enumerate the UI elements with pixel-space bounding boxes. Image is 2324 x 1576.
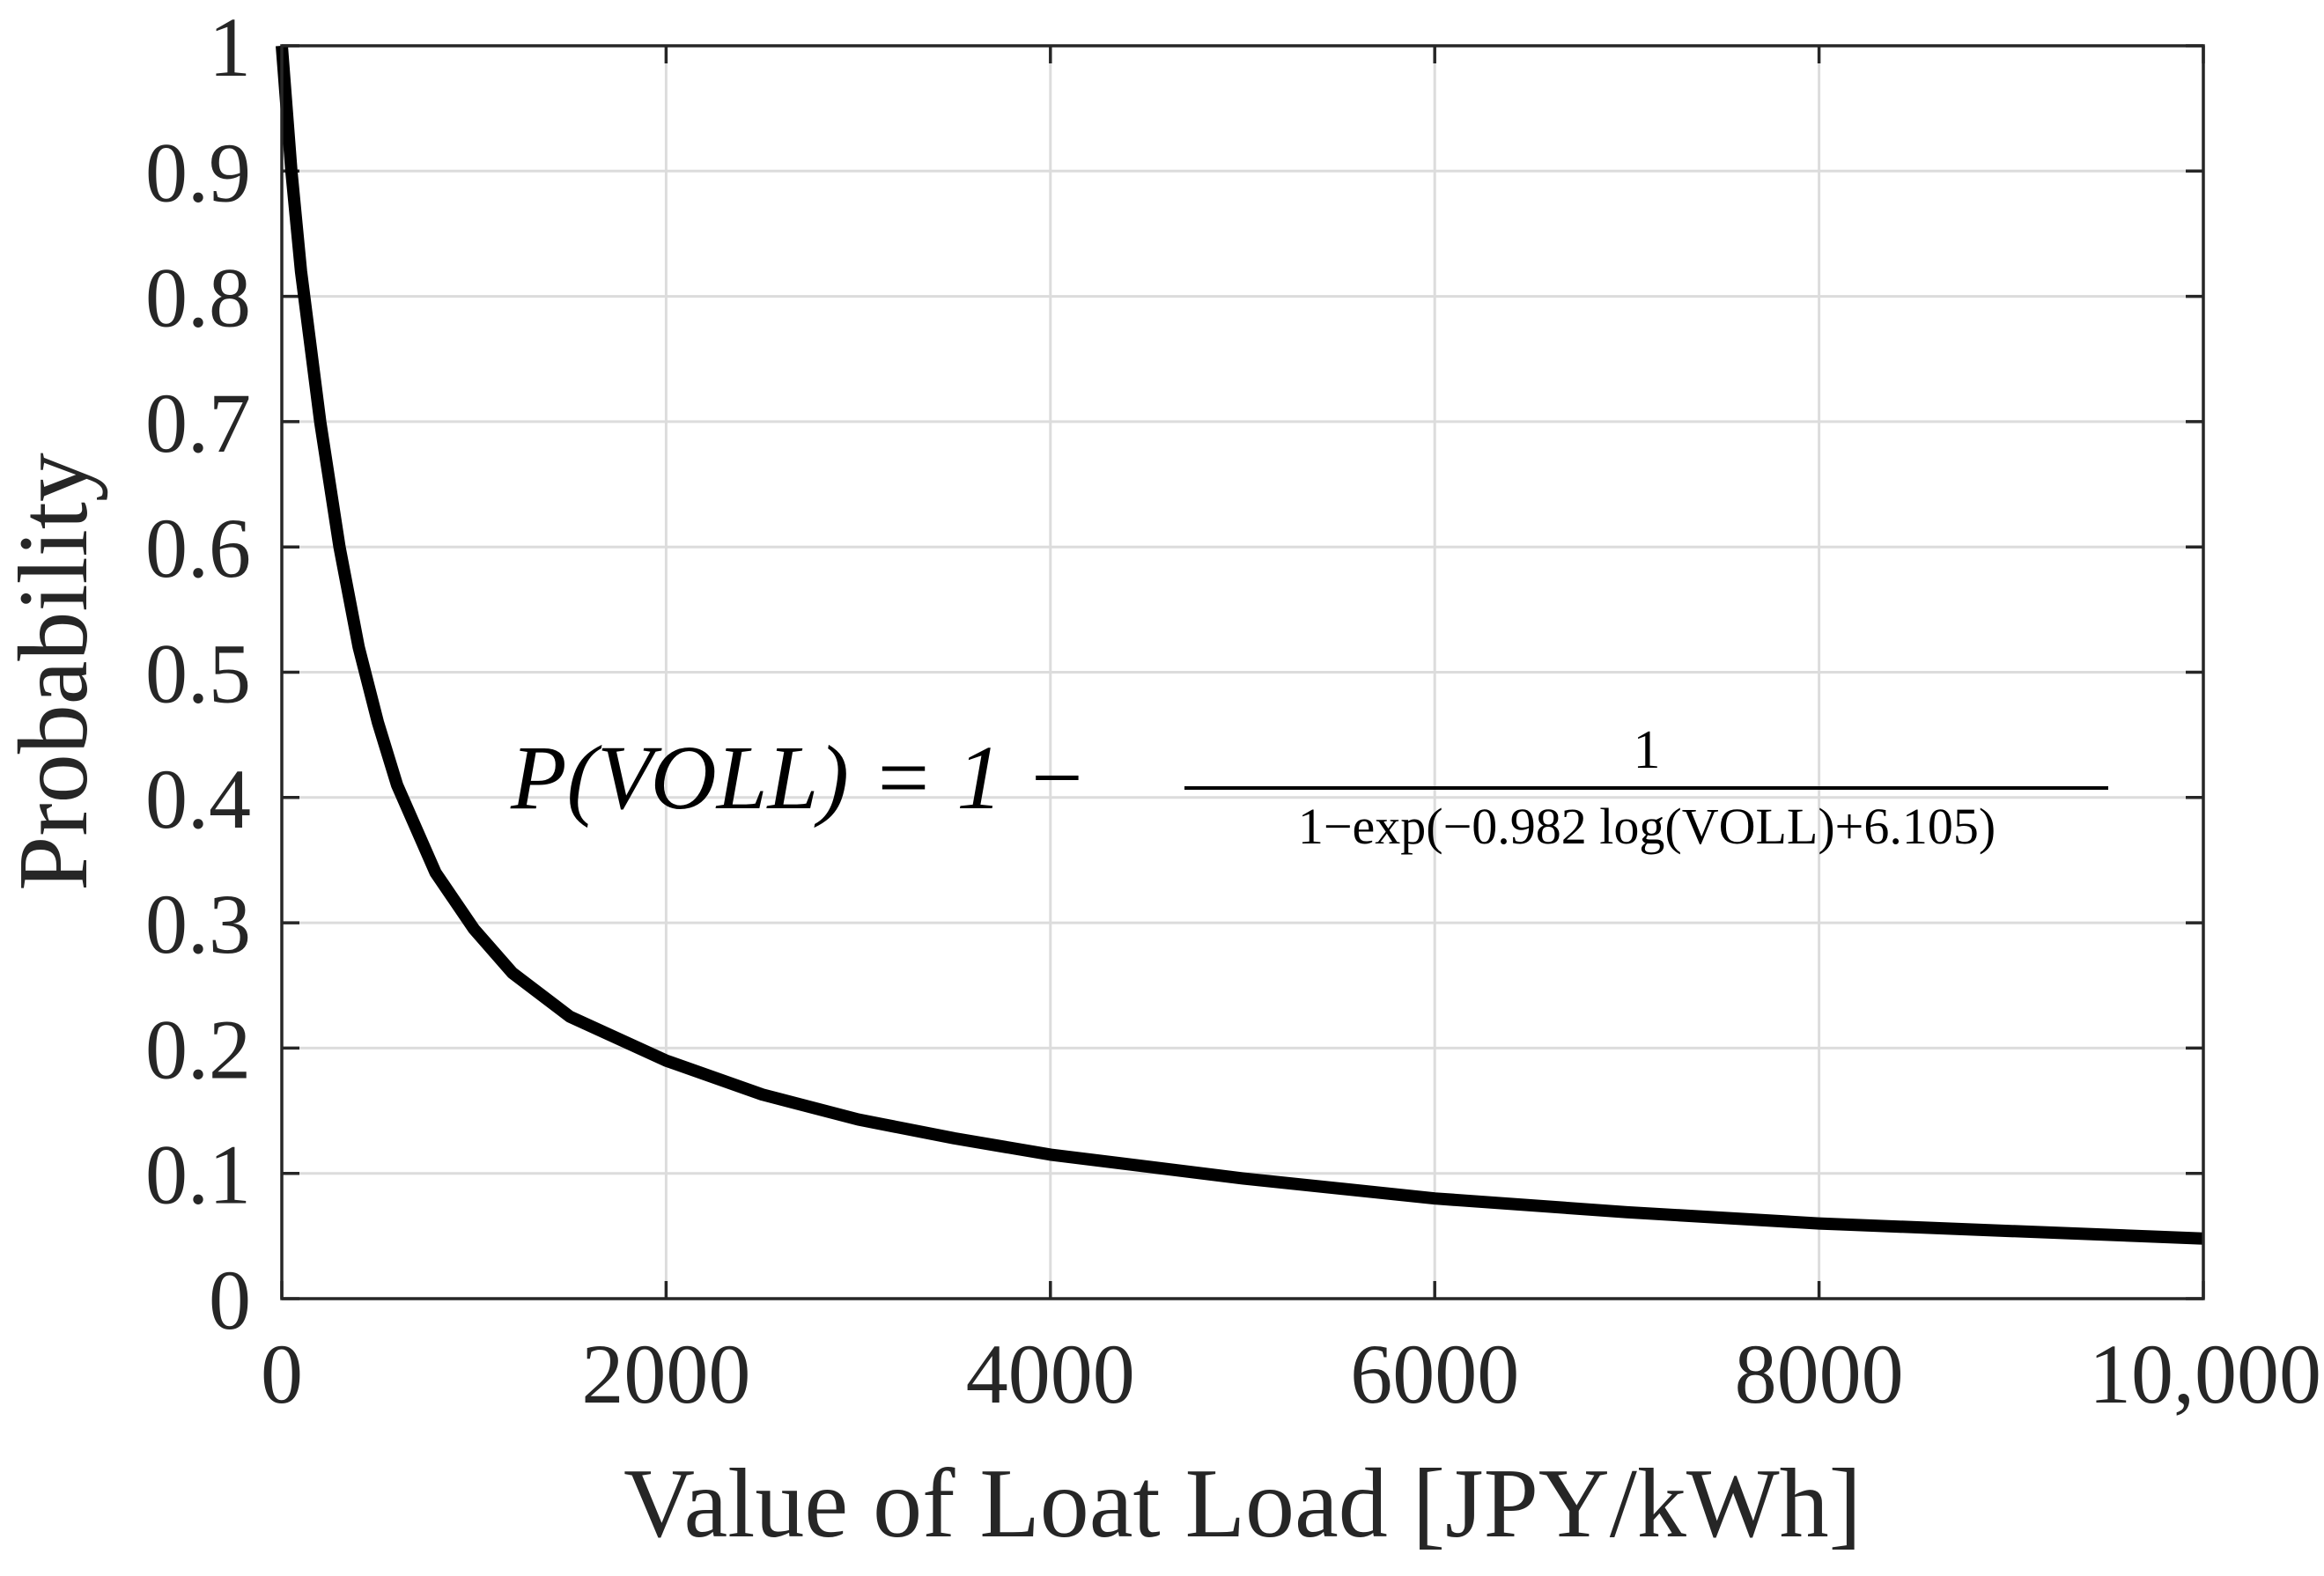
y-tick-label: 0.3 bbox=[145, 877, 251, 971]
x-tick-labels: 0 2000 4000 6000 8000 10,000 bbox=[261, 1327, 2321, 1421]
y-tick-label: 0.7 bbox=[145, 376, 251, 470]
equation-annotation: P(VOLL) = 1 − 1 1−exp(−0.982 log(VOLL)+6… bbox=[510, 720, 2108, 855]
x-tick-label: 4000 bbox=[966, 1327, 1135, 1421]
y-tick-label: 0.5 bbox=[145, 627, 251, 721]
y-tick-labels: 0 0.1 0.2 0.3 0.4 0.5 0.6 0.7 0.8 0.9 1 bbox=[145, 0, 251, 1347]
y-tick-label: 0.6 bbox=[145, 501, 251, 595]
y-tick-label: 0.1 bbox=[145, 1128, 251, 1222]
y-tick-label: 1 bbox=[209, 0, 251, 94]
plot-area-frame bbox=[280, 44, 2205, 1300]
x-tick-label: 8000 bbox=[1735, 1327, 1904, 1421]
equation-numerator: 1 bbox=[1634, 720, 1661, 780]
y-tick-label: 0 bbox=[209, 1253, 251, 1347]
x-tick-label: 0 bbox=[261, 1327, 303, 1421]
equation-denominator: 1−exp(−0.982 log(VOLL)+6.105) bbox=[1298, 798, 1996, 855]
x-tick-label: 10,000 bbox=[2089, 1327, 2321, 1421]
y-tick-label: 0.4 bbox=[145, 752, 251, 846]
series-layer bbox=[276, 45, 2204, 1245]
y-axis-title: Probability bbox=[0, 453, 108, 891]
y-tick-label: 0.2 bbox=[145, 1002, 251, 1096]
x-axis-title: Value of Loat Load [JPY/kWh] bbox=[623, 1449, 1862, 1558]
y-tick-label: 0.8 bbox=[145, 251, 251, 345]
y-tick-label: 0.9 bbox=[145, 125, 251, 219]
y-grid-lines bbox=[282, 44, 2203, 1300]
equation-lhs: P(VOLL) = 1 − bbox=[510, 727, 1087, 829]
series-line bbox=[276, 45, 2204, 1245]
x-tick-label: 6000 bbox=[1350, 1327, 1519, 1421]
x-tick-label: 2000 bbox=[581, 1327, 750, 1421]
